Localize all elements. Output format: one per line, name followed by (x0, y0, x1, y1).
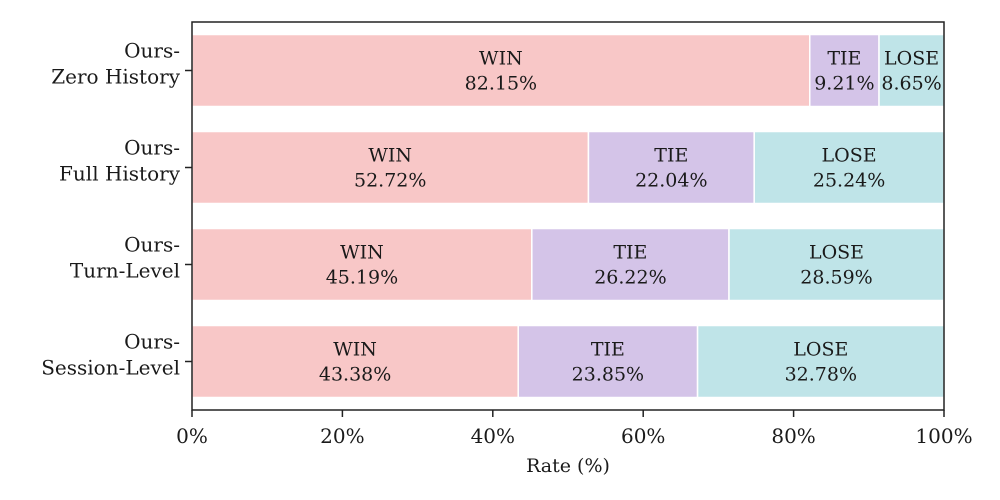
segment-name-lose-1: LOSE (822, 145, 877, 167)
segment-name-lose-0: LOSE (884, 48, 939, 70)
x-tick-label-5: 100% (915, 424, 972, 448)
y-tick-label-1-line-0: Ours- (124, 136, 180, 160)
segment-name-win-1: WIN (368, 145, 412, 167)
x-axis: 0% 20% 40% 60% 80% 100% (176, 410, 973, 448)
data-label-win-3: 43.38% (319, 364, 391, 386)
bar-tie-3 (517, 324, 699, 399)
bar-tie-1 (587, 130, 755, 205)
y-tick-label-0-line-1: Zero History (51, 65, 180, 89)
bar-lose-2 (728, 227, 945, 302)
data-label-tie-1: 22.04% (635, 170, 707, 192)
bar-lose-0 (878, 33, 945, 108)
y-tick-label-3-line-1: Session-Level (41, 356, 180, 380)
x-axis-label: Rate (%) (526, 455, 610, 477)
segment-name-win-3: WIN (333, 339, 377, 361)
bar-tie-0 (809, 33, 880, 108)
segment-name-win-2: WIN (340, 242, 384, 264)
x-tick-label-2: 40% (471, 424, 515, 448)
x-tick-label-4: 80% (771, 424, 815, 448)
bar-win-3 (191, 324, 519, 399)
y-tick-label-3-line-0: Ours- (124, 330, 180, 354)
data-label-lose-3: 32.78% (785, 364, 857, 386)
data-label-lose-1: 25.24% (813, 170, 885, 192)
data-label-lose-0: 8.65% (881, 73, 941, 95)
bar-win-1 (191, 130, 590, 205)
segment-name-tie-2: TIE (613, 242, 647, 264)
segment-name-lose-2: LOSE (809, 242, 864, 264)
data-label-lose-2: 28.59% (800, 267, 872, 289)
x-tick-label-3: 60% (621, 424, 665, 448)
plot-frame (191, 21, 945, 411)
data-label-tie-2: 26.22% (594, 267, 666, 289)
segment-name-lose-3: LOSE (793, 339, 848, 361)
bar-lose-1 (753, 130, 945, 205)
segment-name-tie-3: TIE (591, 339, 625, 361)
y-tick-label-0-line-0: Ours- (124, 39, 180, 63)
x-tick-label-1: 20% (320, 424, 364, 448)
segment-name-tie-1: TIE (654, 145, 688, 167)
bar-tie-2 (531, 227, 730, 302)
data-label-tie-3: 23.85% (572, 364, 644, 386)
data-label-tie-0: 9.21% (814, 73, 874, 95)
segment-name-tie-0: TIE (827, 48, 861, 70)
data-label-win-2: 45.19% (326, 267, 398, 289)
y-tick-label-2-line-1: Turn-Level (70, 259, 180, 283)
data-label-win-1: 52.72% (354, 170, 426, 192)
bars-layer (191, 33, 945, 399)
segment-name-win-0: WIN (479, 48, 523, 70)
bar-lose-3 (696, 324, 945, 399)
data-label-win-0: 82.15% (465, 73, 537, 95)
x-tick-label-0: 0% (176, 424, 208, 448)
bar-win-0 (191, 33, 811, 108)
y-tick-label-2-line-0: Ours- (124, 233, 180, 257)
bar-win-2 (191, 227, 533, 302)
segment-labels-layer: WIN 82.15% TIE 9.21% LOSE 8.65% WIN 52.72% TIE 22… (319, 48, 942, 386)
y-tick-label-1-line-1: Full History (59, 162, 181, 186)
